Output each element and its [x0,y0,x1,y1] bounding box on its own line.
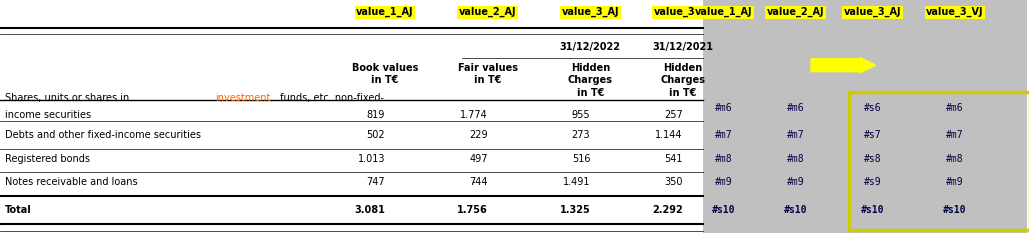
Text: 2.292: 2.292 [652,205,682,215]
Text: #m7: #m7 [787,130,805,140]
Text: 3.081: 3.081 [354,205,385,215]
Text: #m8: #m8 [946,154,963,164]
Text: #m8: #m8 [715,154,733,164]
Text: value_3_AJ: value_3_AJ [562,7,619,17]
Text: 31/12/2021: 31/12/2021 [652,42,713,52]
Text: 1.325: 1.325 [560,205,591,215]
Text: #m6: #m6 [946,103,963,113]
Text: 1.774: 1.774 [460,110,488,120]
Text: income securities: income securities [5,110,92,120]
Text: value_3_VJ: value_3_VJ [654,7,711,17]
Text: #m6: #m6 [715,103,733,113]
Text: Fair values
in T€: Fair values in T€ [458,63,518,85]
Text: value_3_VJ: value_3_VJ [926,7,984,17]
Text: #m9: #m9 [715,177,733,187]
Text: 502: 502 [366,130,385,140]
Text: 1.013: 1.013 [357,154,385,164]
Text: 1.756: 1.756 [457,205,488,215]
Text: 31/12/2022: 31/12/2022 [560,42,620,52]
Text: 350: 350 [664,177,682,187]
Text: #s7: #s7 [863,130,882,140]
Text: value_1_AJ: value_1_AJ [695,7,752,17]
Text: #m9: #m9 [946,177,963,187]
Text: Hidden
Charges
in T€: Hidden Charges in T€ [661,63,705,98]
Text: funds, etc. non-fixed-: funds, etc. non-fixed- [277,93,384,103]
Text: Total: Total [5,205,32,215]
Text: 273: 273 [572,130,591,140]
Text: 955: 955 [572,110,591,120]
Text: 747: 747 [366,177,385,187]
Text: investment: investment [216,93,271,103]
Text: 497: 497 [469,154,488,164]
Text: #m7: #m7 [946,130,963,140]
Text: #s10: #s10 [861,205,884,215]
Text: Registered bonds: Registered bonds [5,154,91,164]
Text: #s8: #s8 [863,154,882,164]
Text: #s9: #s9 [863,177,882,187]
Text: 541: 541 [664,154,682,164]
Text: Notes receivable and loans: Notes receivable and loans [5,177,138,187]
Text: 229: 229 [469,130,488,140]
Text: Book values
in T€: Book values in T€ [352,63,418,85]
Text: #s6: #s6 [863,103,882,113]
Text: value_1_AJ: value_1_AJ [356,7,414,17]
Text: #m9: #m9 [787,177,805,187]
Text: -: - [571,110,575,120]
Text: value_3_AJ: value_3_AJ [844,7,901,17]
Text: #m8: #m8 [787,154,805,164]
Text: 1.491: 1.491 [563,177,591,187]
Text: Hidden
Charges
in T€: Hidden Charges in T€ [568,63,613,98]
FancyArrow shape [811,58,876,73]
Text: #s10: #s10 [712,205,736,215]
Text: 257: 257 [664,110,682,120]
Text: -: - [472,177,475,187]
Text: #m6: #m6 [787,103,805,113]
Text: value_2_AJ: value_2_AJ [459,7,517,17]
Text: Shares, units or shares in: Shares, units or shares in [5,93,133,103]
Text: Debts and other fixed-income securities: Debts and other fixed-income securities [5,130,201,140]
Text: 819: 819 [366,110,385,120]
Text: value_2_AJ: value_2_AJ [767,7,824,17]
FancyBboxPatch shape [703,0,1027,233]
Text: 516: 516 [572,154,591,164]
Text: #s10: #s10 [784,205,808,215]
Text: 1.144: 1.144 [655,130,682,140]
Text: 744: 744 [469,177,488,187]
Text: #s10: #s10 [943,205,966,215]
Text: #m7: #m7 [715,130,733,140]
